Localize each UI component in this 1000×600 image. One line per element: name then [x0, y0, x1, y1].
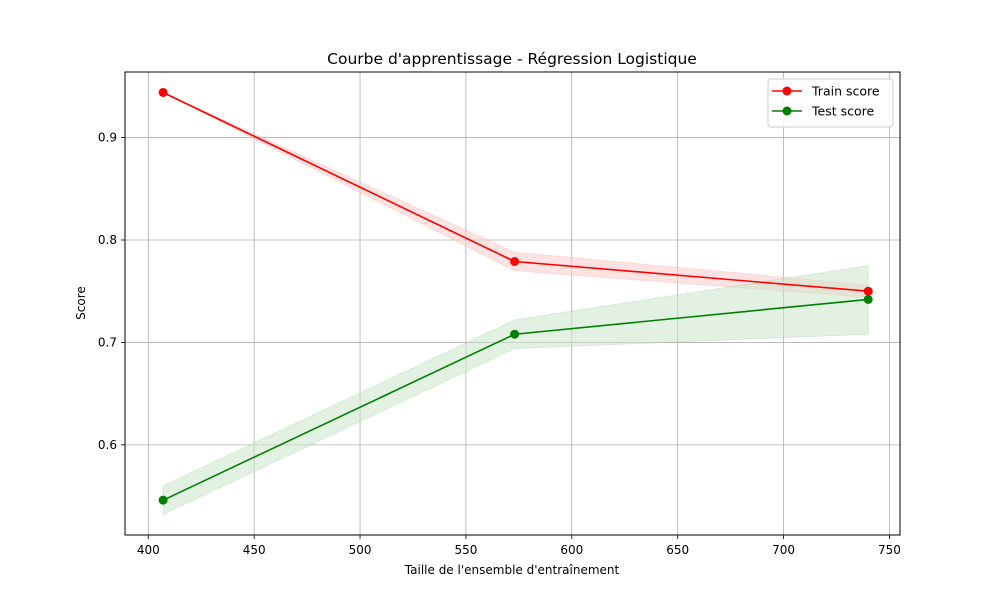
y-tick-label: 0.6 [98, 438, 117, 452]
y-axis-label: Score [74, 286, 88, 320]
legend-test-score-marker [782, 106, 792, 116]
x-tick-label: 400 [137, 543, 160, 557]
train-score-point [510, 257, 520, 267]
legend-train-score-marker [782, 86, 792, 96]
x-tick-label: 650 [666, 543, 689, 557]
legend-train-score-label: Train score [811, 84, 880, 99]
series-markers [158, 87, 873, 505]
x-tick-label: 500 [349, 543, 372, 557]
plot-frame [124, 71, 901, 536]
x-tick-label: 700 [772, 543, 795, 557]
test-score-band [162, 265, 869, 516]
x-tick-label: 450 [243, 543, 266, 557]
x-tick-label: 600 [560, 543, 583, 557]
y-tick-label: 0.9 [98, 131, 117, 145]
chart-title: Courbe d'apprentissage - Régression Logi… [327, 50, 697, 68]
test-score-point [158, 495, 168, 505]
x-tick-label: 750 [878, 543, 901, 557]
test-score-point [863, 294, 873, 304]
test-score-point [510, 329, 520, 339]
legend: Train score Test score [767, 78, 894, 128]
y-tick-label: 0.7 [98, 335, 117, 349]
x-tick-label: 550 [454, 543, 477, 557]
y-tick-label: 0.8 [98, 233, 117, 247]
train-score-point [863, 286, 873, 296]
y-axis-ticks: 0.6 0.7 0.8 0.9 [98, 131, 125, 452]
legend-test-score-label: Test score [811, 104, 874, 119]
x-axis-label: Taille de l'ensemble d'entraînement [404, 563, 620, 577]
train-score-point [158, 87, 168, 97]
x-axis-ticks: 400 450 500 550 600 650 700 750 [137, 535, 901, 557]
